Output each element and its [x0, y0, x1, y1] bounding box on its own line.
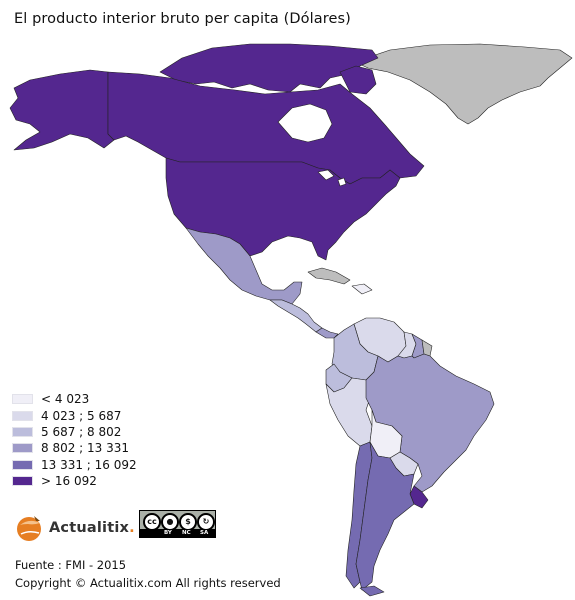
- legend-label: 13 331 ; 16 092: [41, 457, 137, 472]
- legend-label: > 16 092: [41, 474, 97, 489]
- globe-icon: [17, 516, 41, 541]
- legend-swatch: [12, 476, 33, 487]
- legend-swatch: [12, 443, 33, 454]
- legend-label: 5 687 ; 8 802: [41, 424, 122, 439]
- hudson-bay: [277, 103, 333, 143]
- logo-dot: .: [129, 520, 135, 536]
- region-baffin-island: [339, 65, 377, 95]
- legend-label: < 4 023: [41, 392, 90, 407]
- legend-label: 4 023 ; 5 687: [41, 408, 122, 423]
- region-cuba: [307, 267, 351, 285]
- great-lakes: [317, 169, 347, 187]
- copyright-note: Copyright © Actualitix.com All rights re…: [15, 576, 281, 590]
- creative-commons-badge[interactable]: cc ● $ ↻ BY NC SA: [139, 510, 216, 538]
- region-greenland: [354, 43, 573, 125]
- region-tierra-del-fuego: [359, 585, 385, 597]
- region-hispaniola: [351, 283, 373, 295]
- cc-icon: cc: [143, 513, 161, 531]
- region-peru: [325, 377, 373, 447]
- map-legend: < 4 023 4 023 ; 5 687 5 687 ; 8 802 8 80…: [12, 391, 137, 489]
- legend-swatch: [12, 459, 33, 470]
- legend-item: 13 331 ; 16 092: [12, 457, 137, 473]
- logo-wordmark: Actualitix: [49, 520, 130, 536]
- source-note: Fuente : FMI - 2015: [15, 558, 127, 572]
- legend-item: 8 802 ; 13 331: [12, 440, 137, 456]
- region-central-america: [269, 299, 323, 333]
- legend-item: 5 687 ; 8 802: [12, 424, 137, 440]
- legend-swatch: [12, 426, 33, 437]
- region-argentina: [355, 441, 415, 591]
- cc-by-label: BY: [164, 530, 172, 536]
- legend-item: < 4 023: [12, 391, 137, 407]
- region-alaska: [9, 69, 115, 151]
- legend-item: 4 023 ; 5 687: [12, 407, 137, 423]
- legend-swatch: [12, 394, 33, 405]
- legend-item: > 16 092: [12, 473, 137, 489]
- logo-text: Actualitix.: [49, 520, 135, 536]
- legend-swatch: [12, 410, 33, 421]
- region-panama: [315, 327, 339, 339]
- cc-nc-label: NC: [182, 530, 191, 536]
- actualitix-logo[interactable]: Actualitix.: [14, 512, 135, 544]
- cc-strip: BY NC SA: [140, 529, 215, 537]
- legend-label: 8 802 ; 13 331: [41, 441, 130, 456]
- cc-sa-label: SA: [200, 530, 209, 536]
- region-arctic-islands: [159, 43, 379, 93]
- map-title: El producto interior bruto per capita (D…: [14, 11, 351, 27]
- region-mexico: [185, 227, 303, 305]
- cc-label: cc: [147, 517, 157, 526]
